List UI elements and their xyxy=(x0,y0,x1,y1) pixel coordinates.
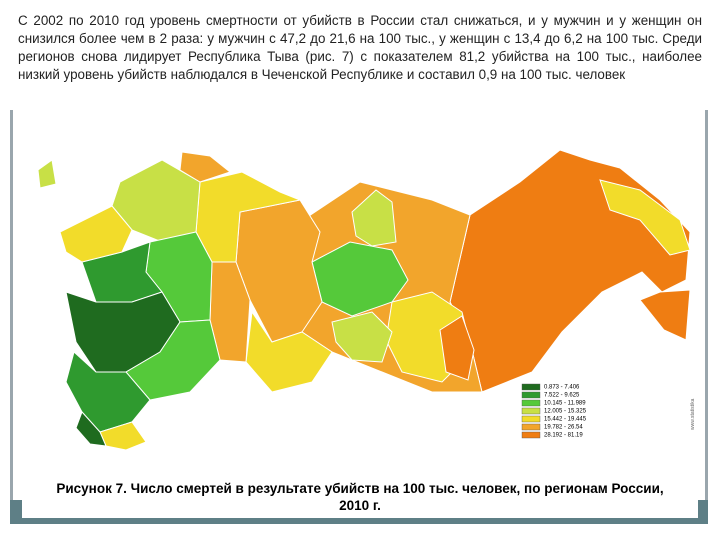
watermark: www.statistika xyxy=(690,398,696,430)
region xyxy=(125,319,221,401)
region xyxy=(599,179,691,256)
legend-swatch xyxy=(521,423,541,431)
frame xyxy=(10,110,708,502)
legend-swatch xyxy=(521,407,541,415)
caption-box xyxy=(22,472,698,518)
region xyxy=(179,151,232,183)
legend-label: 12.005 - 15.325 xyxy=(544,409,587,415)
region xyxy=(37,159,57,189)
paragraph: С 2002 по 2010 год уровень смертности от… xyxy=(18,13,702,82)
legend-label: 15.442 - 19.445 xyxy=(544,417,587,423)
region xyxy=(311,241,409,317)
legend-swatch xyxy=(521,431,541,439)
legend-label: 7.522 - 9.625 xyxy=(544,393,580,399)
legend-swatch xyxy=(521,415,541,423)
legend-label: 10.145 - 11.989 xyxy=(544,401,586,407)
region xyxy=(439,315,475,381)
region xyxy=(331,311,393,363)
legend-swatch xyxy=(521,391,541,399)
region xyxy=(245,310,333,393)
region xyxy=(75,411,107,447)
region xyxy=(449,149,691,393)
region xyxy=(59,205,133,263)
region xyxy=(639,289,691,341)
legend-swatch xyxy=(521,399,541,407)
region xyxy=(351,189,397,247)
caption: Рисунок 7. Число смертей в результате уб… xyxy=(56,481,664,513)
legend: 0.873 - 7.406 7.522 - 9.625 10.145 - 11.98… xyxy=(518,380,608,442)
legend-label: 0.873 - 7.406 xyxy=(544,385,580,391)
legend-label: 28.192 - 81.19 xyxy=(544,433,583,439)
legend-label: 19.782 - 26.54 xyxy=(544,425,583,431)
legend-swatch xyxy=(521,383,541,391)
